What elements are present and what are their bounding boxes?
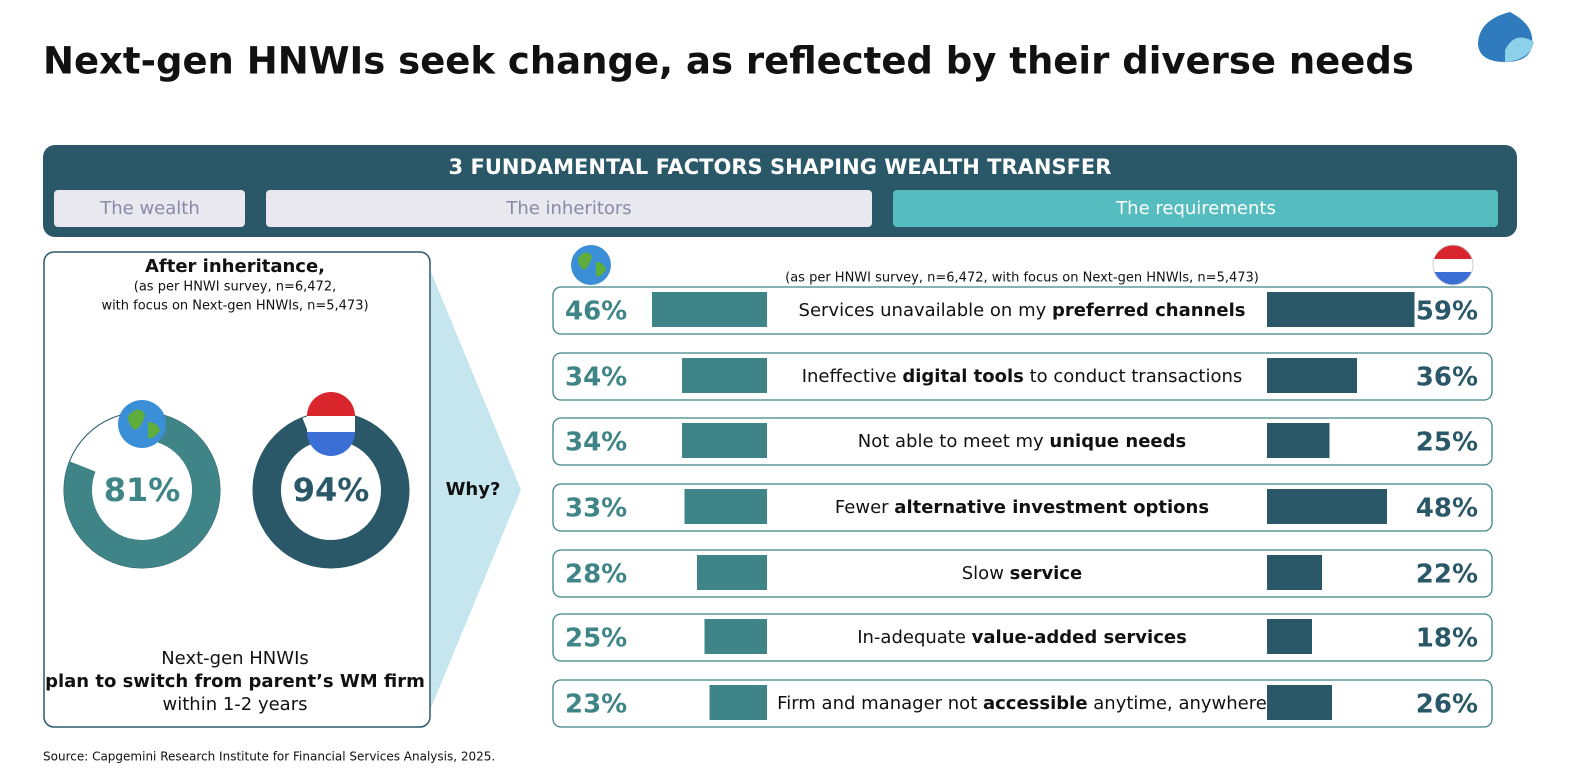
row-frame [552, 613, 1493, 662]
category-part: accessible [983, 693, 1088, 714]
value-label: 33% [565, 494, 627, 524]
value-label: 22% [1416, 560, 1478, 590]
tab[interactable] [266, 190, 872, 227]
category-label: Slow service [962, 563, 1082, 584]
bar [1267, 358, 1357, 393]
bar [1267, 423, 1330, 458]
left-panel [43, 251, 431, 728]
category-label: Fewer alternative investment options [835, 497, 1209, 518]
tab-label[interactable]: The inheritors [505, 198, 631, 219]
bar [652, 292, 767, 327]
logo [1478, 12, 1534, 62]
why: Why? [446, 479, 501, 500]
flag-white [307, 416, 355, 432]
category-part: to conduct transactions [1024, 366, 1242, 387]
value-label: 28% [565, 560, 627, 590]
globe-land [128, 409, 160, 439]
value-label: 59% [1416, 297, 1478, 327]
flag-red [307, 392, 355, 416]
category-part: Ineffective [802, 366, 903, 387]
bar [1267, 489, 1387, 524]
tab-label[interactable]: The wealth [99, 198, 200, 219]
globe-icon [118, 400, 166, 448]
bar [682, 423, 767, 458]
category-part: Not able to meet my [858, 431, 1050, 452]
bar [704, 619, 767, 654]
value-label: 23% [565, 690, 627, 720]
category-label: Firm and manager not accessible anytime,… [777, 693, 1267, 714]
category-part: Fewer [835, 497, 894, 518]
value-label: 46% [565, 297, 627, 327]
bar [1267, 685, 1332, 720]
value-label: 34% [565, 363, 627, 393]
category-label: Not able to meet my unique needs [858, 431, 1186, 452]
row-frame [552, 417, 1493, 466]
flag-icon [307, 392, 355, 456]
category-part: alternative investment options [894, 497, 1209, 518]
category-part: Slow [962, 563, 1010, 584]
banner-heading: 3 FUNDAMENTAL FACTORS SHAPING WEALTH TRA… [449, 155, 1112, 179]
value-label: 25% [565, 624, 627, 654]
value-label: 48% [1416, 494, 1478, 524]
row-frame [552, 286, 1493, 335]
category-part: In-adequate [857, 627, 971, 648]
bar-subtitle: (as per HNWI survey, n=6,472, with focus… [785, 271, 1259, 286]
bar [697, 555, 767, 590]
tab-label[interactable]: The requirements [1115, 198, 1276, 219]
donut-subtitle: (as per HNWI survey, n=6,472, [134, 280, 336, 295]
globe-icon [571, 245, 611, 285]
category-part: anytime, anywhere [1088, 693, 1267, 714]
category-label: Ineffective digital tools to conduct tra… [802, 366, 1243, 387]
category-label: Services unavailable on my preferred cha… [799, 300, 1246, 321]
source: Source: Capgemini Research Institute for… [43, 750, 495, 764]
value-label: 18% [1416, 624, 1478, 654]
row-frame [552, 549, 1493, 598]
tab[interactable] [54, 190, 245, 227]
donut-subtitle: with focus on Next-gen HNWIs, n=5,473) [101, 299, 368, 314]
value-label: 26% [1416, 690, 1478, 720]
chevron [431, 272, 521, 708]
bar [1267, 619, 1312, 654]
bar [684, 489, 767, 524]
caption: Next-gen HNWIs [161, 648, 309, 669]
donut-arc [64, 412, 220, 568]
category-part: digital tools [902, 366, 1024, 387]
caption: within 1-2 years [163, 694, 308, 715]
category-part: preferred channels [1052, 300, 1245, 321]
value-label: 36% [1416, 363, 1478, 393]
globe [118, 400, 166, 448]
donut-title: After inheritance, [145, 256, 325, 277]
category-part: value-added services [972, 627, 1187, 648]
bar [682, 358, 767, 393]
tab[interactable] [893, 190, 1498, 227]
bar [1267, 292, 1415, 327]
value-label: 25% [1416, 428, 1478, 458]
row-frame [552, 483, 1493, 532]
donut-label: 94% [293, 471, 370, 509]
category-part: unique needs [1049, 431, 1186, 452]
flag-blue [307, 432, 355, 456]
row-frame [552, 679, 1493, 728]
caption: plan to switch from parent’s WM firm [45, 671, 425, 692]
category-part: Firm and manager not [777, 693, 983, 714]
donut-arc [253, 412, 409, 568]
bar [709, 685, 767, 720]
row-frame [552, 352, 1493, 401]
value-label: 34% [565, 428, 627, 458]
title: Next-gen HNWIs seek change, as reflected… [43, 40, 1414, 83]
category-part: Services unavailable on my [799, 300, 1052, 321]
category-part: service [1010, 563, 1083, 584]
flag-icon [1432, 244, 1474, 286]
donut-label: 81% [104, 471, 181, 509]
category-label: In-adequate value-added services [857, 627, 1187, 648]
bar [1267, 555, 1322, 590]
